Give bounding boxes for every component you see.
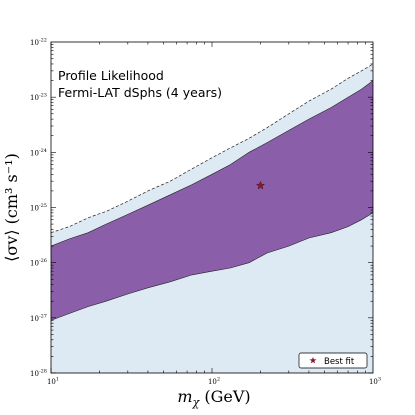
y-tick-label-base: 10 [30,205,39,213]
x-axis-title: mχ (GeV) [177,387,250,409]
y-tick-label-exponent: -22 [39,38,47,44]
best-fit-marker-group [255,180,265,190]
confidence-bands [51,63,373,373]
y-tick-label: 10-25 [30,203,47,213]
axis-ticks [50,42,373,374]
y-tick-label-base: 10 [30,39,39,47]
axis-tick-labels: 101 102 10310-2210-2310-2410-2510-2610-271… [30,38,381,387]
x-tick-label: 101 [47,377,59,387]
x-tick-label: 103 [369,377,381,387]
x-tick-label-exponent: 2 [217,377,220,383]
y-axis-title: ⟨σv⟩ (cm³ s⁻¹) [2,153,21,262]
x-axis-subscript: χ [192,396,201,409]
annotation-line-2: Fermi-LAT dSphs (4 years) [58,85,222,100]
legend-star-icon [309,356,317,364]
outer-band-upper-edge [51,63,373,234]
x-axis-symbol: m [177,387,192,406]
y-tick-label: 10-28 [30,369,47,379]
y-tick-label-base: 10 [30,149,39,157]
y-tick-label-exponent: -25 [39,203,47,209]
y-tick-label: 10-26 [30,258,47,268]
y-tick-label-base: 10 [30,315,39,323]
y-tick-label-base: 10 [30,94,39,102]
inner-band-upper-edge [51,80,373,247]
y-tick-label-exponent: -23 [39,93,47,99]
x-tick-label-exponent: 1 [56,377,59,383]
y-tick-label: 10-23 [30,93,47,103]
legend-label: Best fit [324,357,355,367]
x-tick-label-exponent: 3 [378,377,381,383]
y-tick-label-exponent: -24 [39,148,47,154]
y-tick-label-exponent: -28 [39,369,47,375]
legend-box [298,352,368,369]
best-fit-star-icon [255,180,265,190]
y-tick-label: 10-22 [30,38,47,48]
x-tick-label-base: 10 [369,378,378,386]
annotation-line-1: Profile Likelihood [58,68,164,83]
y-tick-label-base: 10 [30,260,39,268]
x-tick-label-base: 10 [47,378,56,386]
y-tick-label-base: 10 [30,370,39,378]
x-axis-unit: (GeV) [199,387,250,406]
x-tick-label-base: 10 [208,378,217,386]
x-tick-label: 102 [208,377,220,387]
y-tick-label: 10-27 [30,313,47,323]
inner-band-fill [51,80,373,321]
legend: Best fit [298,352,368,369]
y-tick-label-exponent: -27 [39,313,47,319]
inner-band-lower-edge [51,212,373,321]
y-tick-label: 10-24 [30,148,47,158]
y-tick-label-exponent: -26 [39,258,47,264]
